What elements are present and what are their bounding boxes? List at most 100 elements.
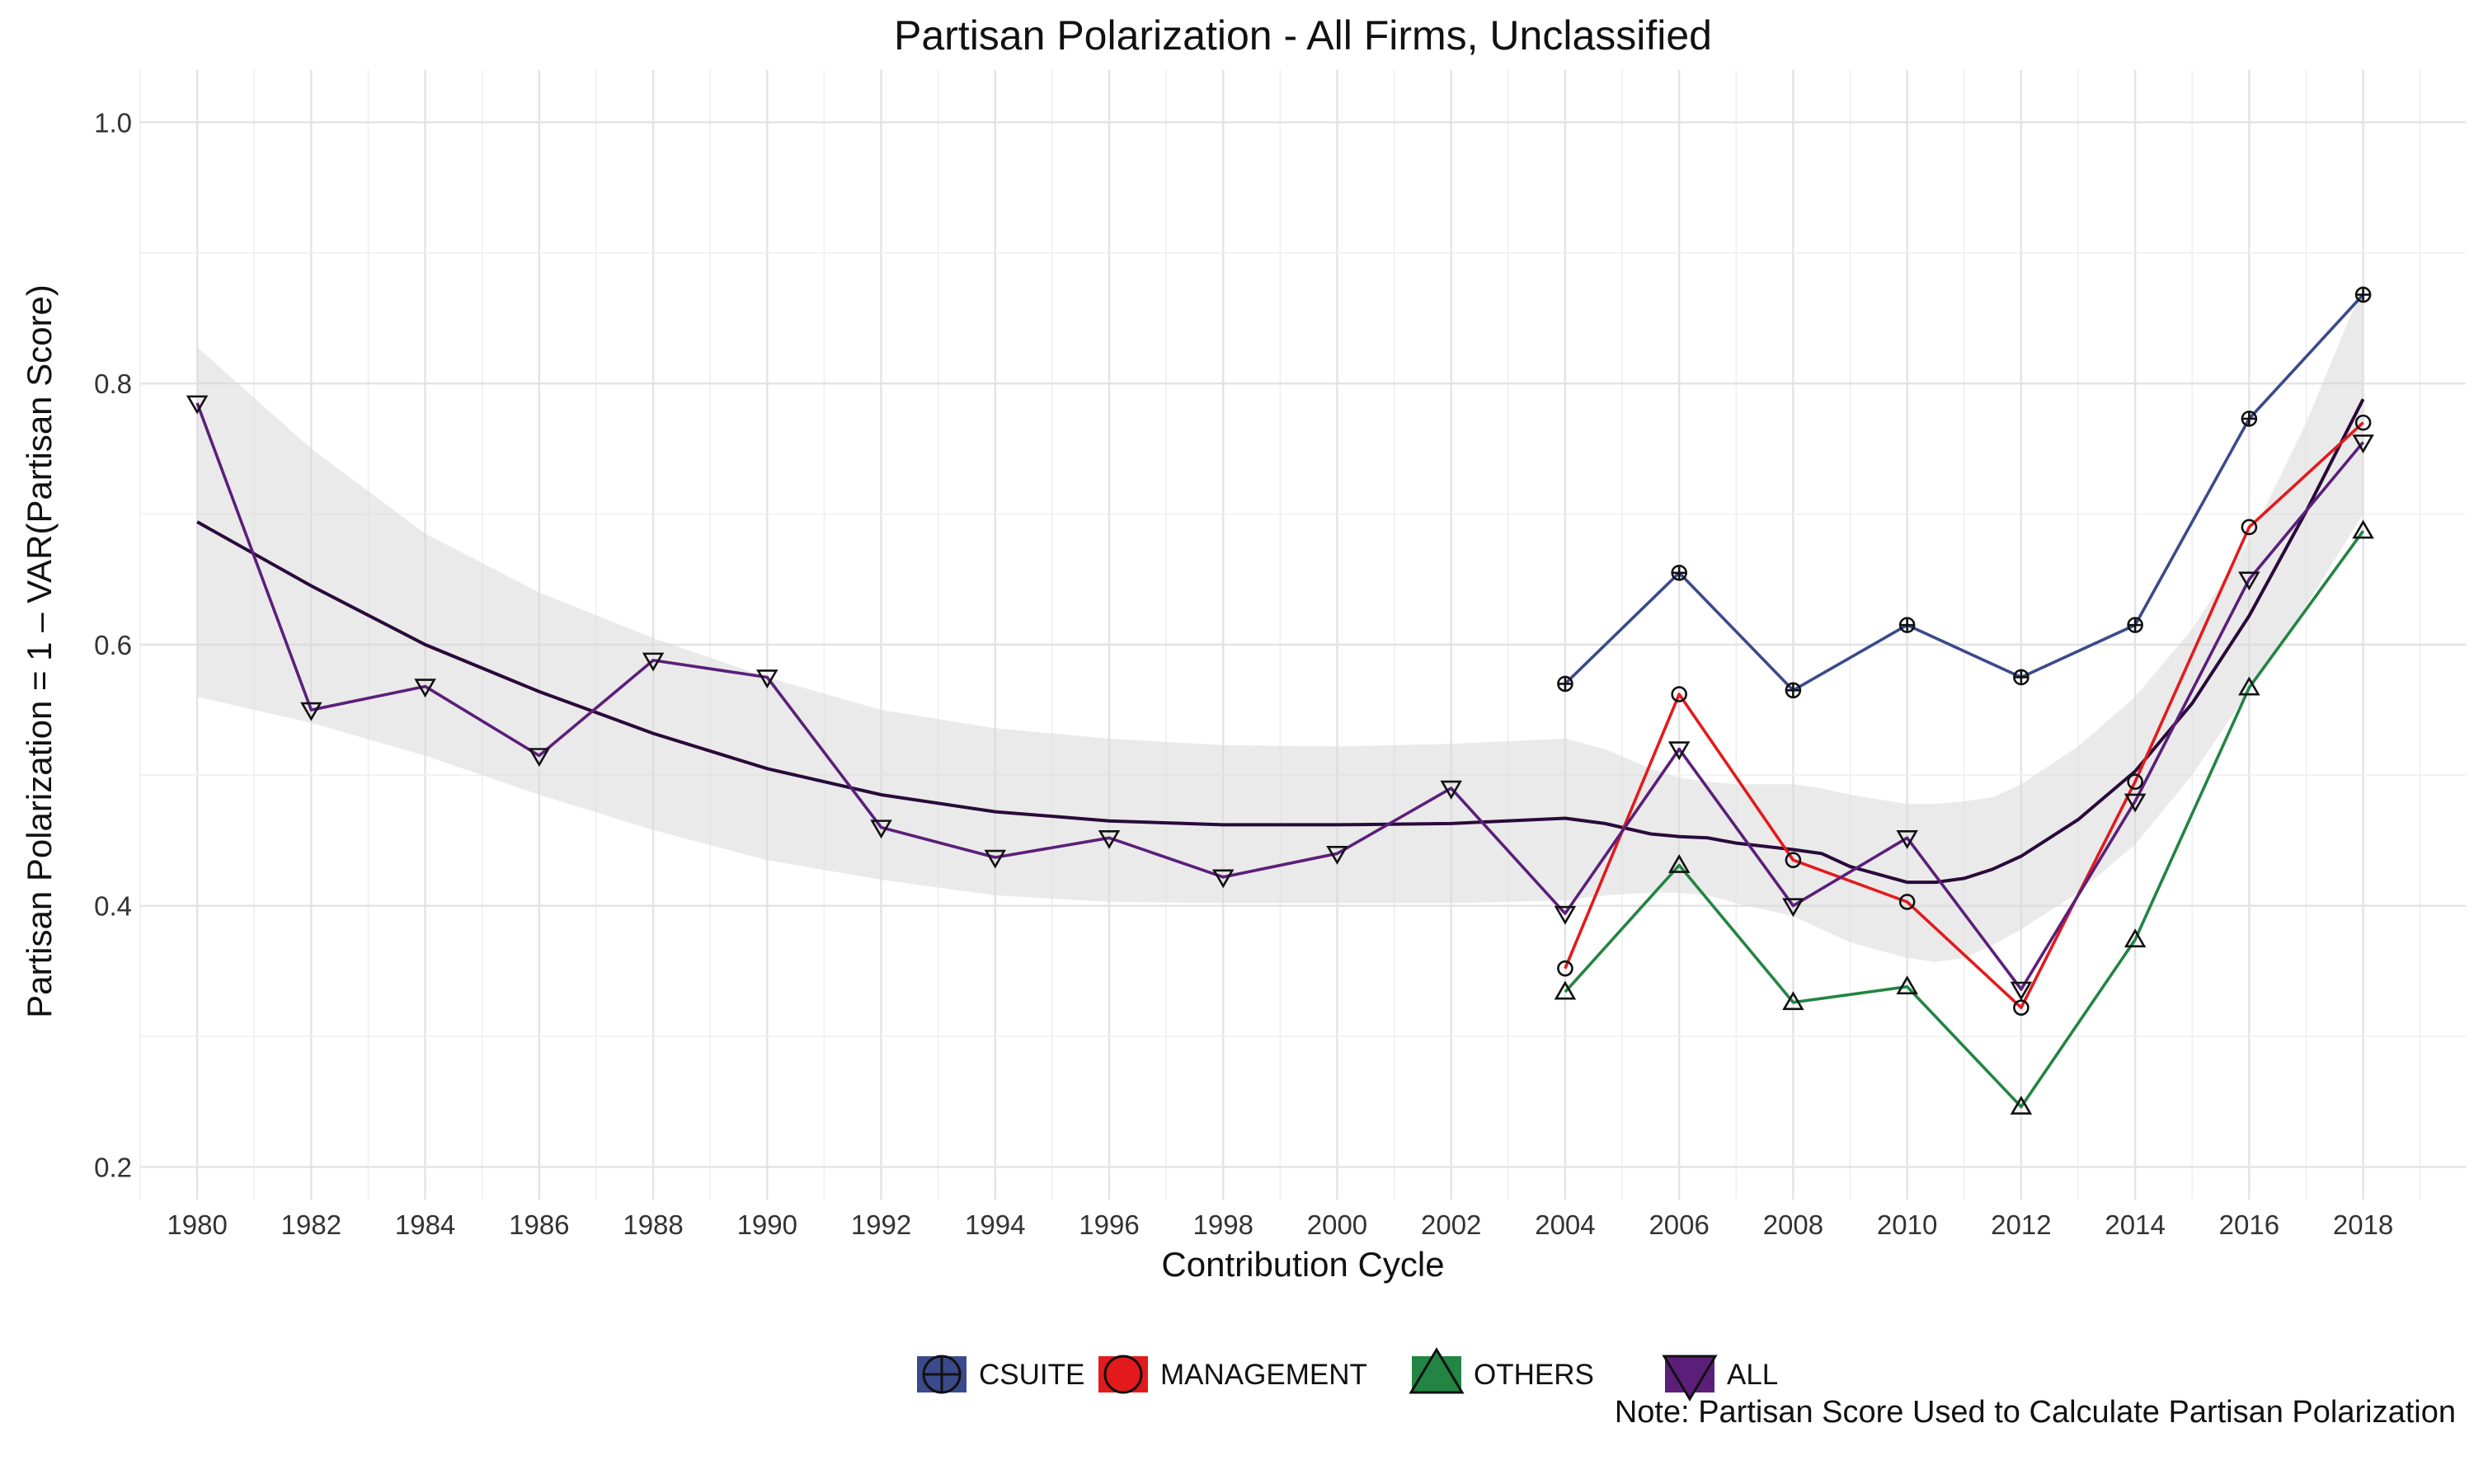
x-tick-label: 2014 [2105,1209,2165,1240]
smooth-line [196,398,2365,885]
data-point-all [186,395,209,415]
data-point-csuite [2241,411,2258,427]
data-point-management [2354,414,2372,431]
series-markers [186,286,2374,1115]
x-tick-label: 2012 [1991,1209,2051,1240]
data-point-others [2352,519,2374,539]
legend-label: ALL [1727,1359,1778,1391]
x-tick-label: 1992 [851,1209,911,1240]
data-point-others [1554,980,1577,1000]
data-point-management [2241,519,2258,536]
smooth-trend [196,398,2365,885]
data-point-csuite [2354,286,2372,303]
series-line-all [195,402,2364,991]
data-point-all [1326,845,1348,865]
data-point-csuite [2127,617,2143,633]
data-point-all [2352,434,2374,453]
legend-key-icon [1409,1347,1465,1394]
x-tick-label: 2008 [1763,1209,1823,1240]
confidence-band-area [197,285,2363,962]
data-point-all [1896,829,1918,849]
data-point-others [2124,928,2147,948]
legend-key-icon [922,1355,962,1394]
legend-item-csuite: CSUITE [917,1355,1084,1394]
y-tick-label: 0.6 [94,630,132,660]
data-point-others [2238,676,2260,696]
series-line-others [1564,530,2365,1109]
chart-note: Note: Partisan Score Used to Calculate P… [1615,1395,2456,1430]
data-point-all [528,748,551,768]
data-point-all [2010,981,2033,1001]
y-axis-ticks: 0.2 0.4 0.6 0.8 1.0 [94,107,132,1182]
data-point-csuite [2013,669,2030,686]
legend-item-management: MANAGEMENT [1098,1355,1367,1394]
data-point-all [414,679,436,698]
data-point-management [2127,773,2143,790]
y-axis-title: Partisan Polarization = 1 – VAR(Partisan… [20,284,59,1018]
legend: CSUITE MANAGEMENT OTHERS ALL [917,1347,1778,1402]
data-point-others [1782,991,1804,1011]
x-tick-label: 1994 [965,1209,1025,1240]
series-line-csuite [1564,294,2364,693]
data-point-others [1896,975,1918,995]
data-point-csuite [1671,564,1687,581]
data-point-all [1440,780,1462,800]
data-point-all [870,819,892,839]
data-point-management [2013,999,2030,1016]
confidence-band [197,285,2363,962]
data-point-all [1211,869,1235,889]
legend-key-icon [1103,1355,1143,1394]
x-tick-label: 2004 [1535,1209,1595,1240]
data-point-all [1782,898,1804,918]
legend-label: OTHERS [1474,1359,1594,1391]
data-point-all [984,849,1007,869]
data-point-all [1098,829,1121,849]
data-point-all [1667,741,1691,761]
x-tick-label: 2000 [1307,1209,1367,1240]
legend-item-all: ALL [1662,1355,1778,1402]
series-line-management [1564,421,2364,1009]
x-tick-label: 2006 [1649,1209,1709,1240]
chart-title: Partisan Polarization - All Firms, Uncla… [894,12,1712,59]
data-point-csuite [1898,617,1916,633]
data-point-csuite [1785,682,1802,699]
data-point-management [1671,686,1687,702]
data-point-all [2124,793,2147,813]
x-axis-title: Contribution Cycle [1161,1245,1444,1284]
x-tick-label: 2010 [1877,1209,1937,1240]
y-tick-label: 0.2 [94,1152,132,1182]
legend-item-others: OTHERS [1409,1347,1594,1394]
data-point-csuite [1557,675,1573,693]
data-point-others [1667,853,1691,873]
y-tick-label: 0.8 [94,369,132,399]
x-tick-label: 1996 [1079,1209,1139,1240]
x-tick-label: 1988 [623,1209,683,1240]
legend-label: MANAGEMENT [1160,1359,1367,1391]
y-tick-label: 1.0 [94,107,132,138]
x-tick-label: 1998 [1193,1209,1253,1240]
x-tick-label: 2016 [2219,1209,2279,1240]
data-point-all [1554,905,1577,925]
data-point-management [1898,894,1916,910]
data-point-management [1557,960,1573,977]
series-lines [195,294,2365,1109]
y-tick-label: 0.4 [94,891,132,922]
x-tick-label: 2018 [2333,1209,2393,1240]
data-point-all [642,652,665,672]
legend-label: CSUITE [979,1359,1084,1391]
grid [139,70,2466,1200]
x-axis-ticks: 1980 1982 1984 1986 1988 1990 1992 1994 1996 1998… [167,1209,2393,1240]
data-point-others [2010,1095,2033,1115]
legend-key-icon [1662,1355,1718,1402]
x-tick-label: 2002 [1421,1209,1481,1240]
x-tick-label: 1990 [737,1209,797,1240]
data-point-management [1785,852,1802,869]
x-tick-label: 1982 [281,1209,341,1240]
data-point-all [756,669,778,689]
data-point-all [300,702,322,721]
x-tick-label: 1980 [167,1209,227,1240]
data-point-all [2238,571,2260,591]
x-tick-label: 1984 [395,1209,455,1240]
x-tick-label: 1986 [509,1209,569,1240]
